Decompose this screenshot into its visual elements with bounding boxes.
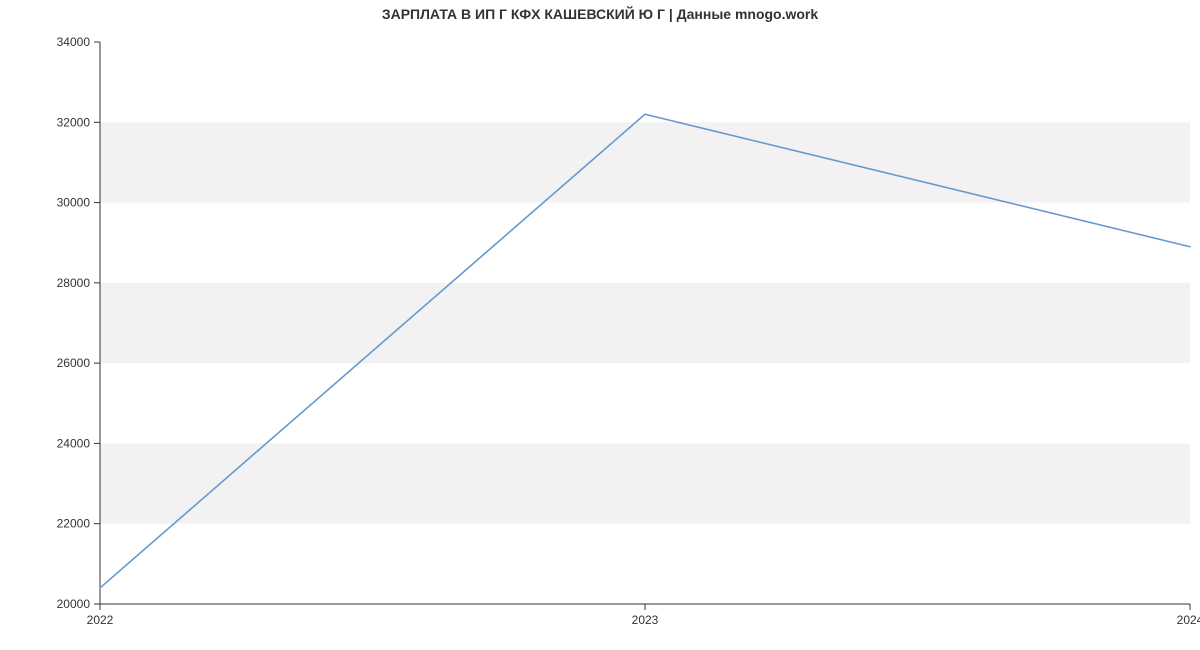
chart-svg: 20000 22000 24000 26000 28000 30000 32000 34000… <box>0 0 1200 650</box>
svg-text:24000: 24000 <box>57 436 91 450</box>
svg-text:32000: 32000 <box>57 115 91 129</box>
salary-line-chart: ЗАРПЛАТА В ИП Г КФХ КАШЕВСКИЙ Ю Г | Данн… <box>0 0 1200 650</box>
chart-title: ЗАРПЛАТА В ИП Г КФХ КАШЕВСКИЙ Ю Г | Данн… <box>0 6 1200 22</box>
svg-text:22000: 22000 <box>57 517 91 531</box>
svg-text:28000: 28000 <box>57 276 91 290</box>
svg-text:20000: 20000 <box>57 597 91 611</box>
svg-text:34000: 34000 <box>57 35 91 49</box>
svg-text:2022: 2022 <box>87 613 114 627</box>
svg-text:30000: 30000 <box>57 196 91 210</box>
svg-text:2023: 2023 <box>632 613 659 627</box>
svg-text:2024: 2024 <box>1177 613 1200 627</box>
svg-text:26000: 26000 <box>57 356 91 370</box>
